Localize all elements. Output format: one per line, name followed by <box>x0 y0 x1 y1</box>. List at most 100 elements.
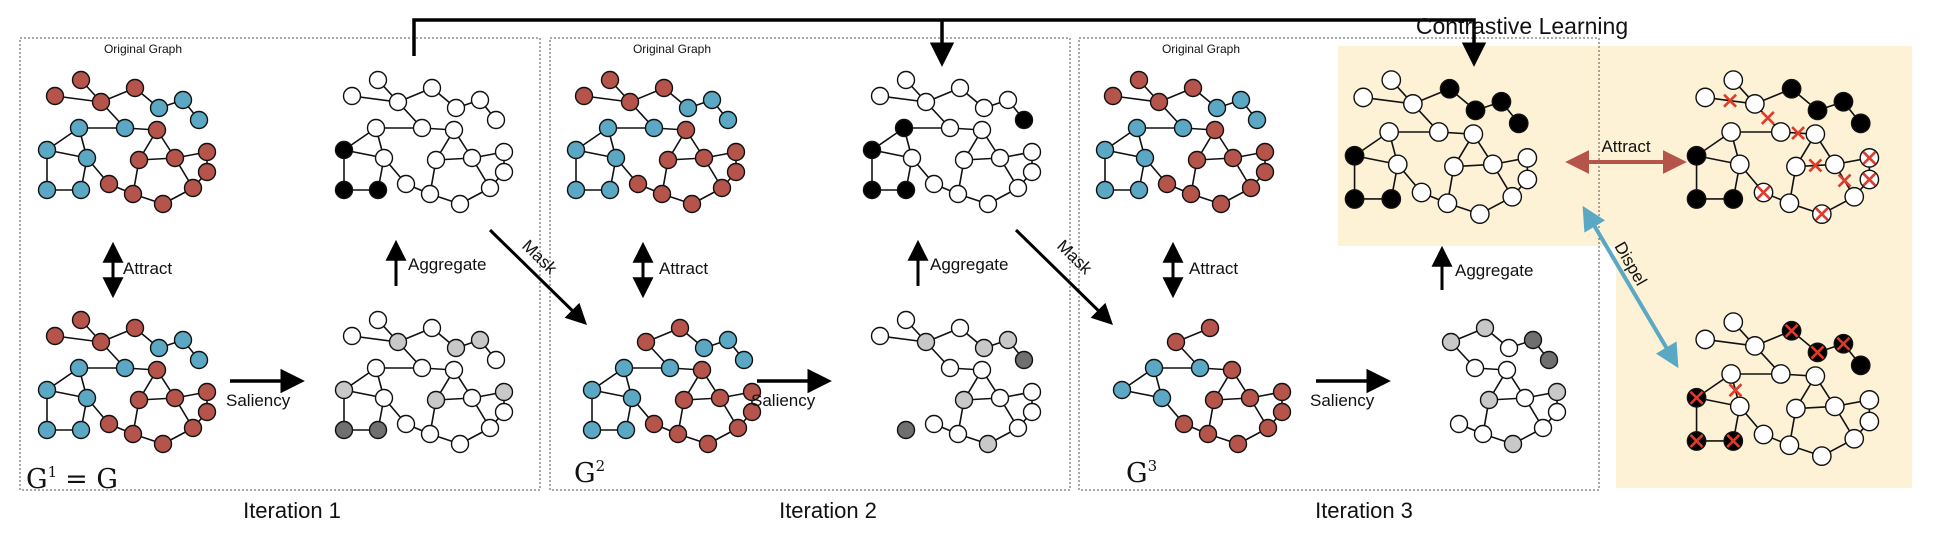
it3-original-node <box>1187 150 1207 170</box>
it1-original-node <box>99 174 119 194</box>
it1-masked-node <box>173 330 193 350</box>
it2-original-node <box>606 148 626 168</box>
it2-original-node <box>628 174 648 194</box>
it2-saliency-node <box>870 326 890 346</box>
cl-negative-node <box>1744 336 1765 356</box>
it2-original-node <box>644 118 664 138</box>
iteration-label-3: Iteration 3 <box>1315 498 1413 523</box>
cl-positive-node <box>1781 78 1802 99</box>
contrastive-dispel-arrow <box>1582 205 1679 369</box>
it1-original-node <box>37 180 57 200</box>
it2-aggregated-node <box>902 148 922 168</box>
cl-negative-node <box>1859 411 1880 432</box>
it3-original-node <box>1207 98 1227 118</box>
cl-negative-node <box>1859 390 1880 410</box>
it2-masked-node <box>710 388 730 408</box>
it3-original-node <box>1255 142 1275 162</box>
it1-original-node <box>149 98 169 118</box>
it1-aggregated-node <box>334 140 354 160</box>
attract-label-1: Attract <box>123 259 172 278</box>
mask-arrow-2 <box>1014 228 1114 325</box>
negative-node-drop-cross <box>1726 434 1741 448</box>
it1-original-node <box>189 110 209 130</box>
attract-label-3: Attract <box>1189 259 1238 278</box>
it3-masked-node <box>1222 360 1242 380</box>
it1-original-node <box>45 86 65 106</box>
cl-anchor-node <box>1344 145 1365 166</box>
it2-masked-node <box>670 318 690 338</box>
cl-anchor-node <box>1463 124 1484 145</box>
it2-masked-node <box>718 330 738 350</box>
it2-masked-node <box>698 434 718 454</box>
positive-node-drop-cross <box>1756 185 1771 200</box>
it1-original-node <box>165 148 185 168</box>
it3-saliency-node <box>1503 434 1523 454</box>
it3-masked-node <box>1240 388 1260 408</box>
it3-masked-node <box>1258 418 1278 438</box>
it1-original-node <box>197 142 217 162</box>
it2-aggregated-node <box>940 118 960 138</box>
it1-aggregated-node <box>494 162 514 182</box>
cl-anchor-node <box>1465 100 1486 121</box>
it3-saliency-node <box>1473 424 1493 444</box>
positive-edge-drop-cross <box>1808 158 1823 173</box>
it1-saliency-node <box>486 350 506 370</box>
cl-anchor-node <box>1379 122 1399 142</box>
it2-saliency-node <box>972 360 992 380</box>
it3-original-node <box>1247 110 1267 130</box>
it2-masked-node <box>694 338 714 358</box>
it1-saliency-node <box>342 326 362 346</box>
it1-masked-node <box>197 382 217 402</box>
mask-arrow-1 <box>488 228 588 325</box>
it1-saliency-node <box>374 388 394 408</box>
it3-masked-node <box>1204 390 1224 410</box>
it3-saliency-node <box>1499 338 1519 358</box>
cl-positive-node <box>1695 87 1716 108</box>
cl-negative-node <box>1779 435 1800 456</box>
it1-aggregated-node <box>334 180 354 200</box>
it1-aggregated-node <box>426 150 446 170</box>
it1-aggregated-node <box>470 90 490 110</box>
it2-original-node <box>726 142 746 162</box>
cl-anchor-node <box>1439 78 1460 99</box>
it1-masked-node <box>165 388 185 408</box>
it3-saliency-node <box>1441 332 1461 352</box>
it1-original-node <box>123 184 143 204</box>
cl-positive-node <box>1686 145 1707 166</box>
it3-masked-node <box>1112 380 1132 400</box>
it1-saliency-node <box>368 420 388 440</box>
cl-positive-node <box>1686 189 1707 209</box>
cl-anchor-node <box>1491 91 1512 112</box>
it2-aggregated-node <box>978 194 998 214</box>
it1-masked-node <box>129 390 149 410</box>
iteration-label-2: Iteration 2 <box>779 498 877 523</box>
it3-masked-node <box>1272 402 1292 422</box>
it2-saliency-node <box>1014 350 1034 370</box>
it1-original-node <box>173 90 193 110</box>
it1-saliency-node <box>420 424 440 444</box>
it2-original-node <box>574 86 594 106</box>
it2-saliency-node <box>998 330 1018 350</box>
it2-saliency-node <box>978 434 998 454</box>
iteration-frame-1 <box>19 37 541 491</box>
nodes-layer <box>37 70 1880 466</box>
it1-original-node <box>115 118 135 138</box>
cl-positive-node <box>1729 154 1750 175</box>
cl-anchor-node <box>1437 193 1458 214</box>
it2-original-node <box>694 148 714 168</box>
it3-masked-node <box>1174 414 1194 434</box>
attract-label-2: Attract <box>659 259 708 278</box>
it2-masked-node <box>582 380 602 400</box>
cl-negative-node <box>1824 396 1845 417</box>
cl-positive-node <box>1723 189 1744 209</box>
it1-aggregated-node <box>368 180 388 200</box>
cl-positive-node <box>1844 186 1865 207</box>
it3-masked-node <box>1272 382 1292 402</box>
negative-node-drop-cross <box>1836 336 1851 351</box>
it1-masked-node <box>183 418 203 438</box>
it1-aggregated-node <box>486 110 506 130</box>
it1-original-node <box>71 180 91 200</box>
it2-masked-node <box>616 420 636 440</box>
it1-aggregated-node <box>422 78 442 98</box>
